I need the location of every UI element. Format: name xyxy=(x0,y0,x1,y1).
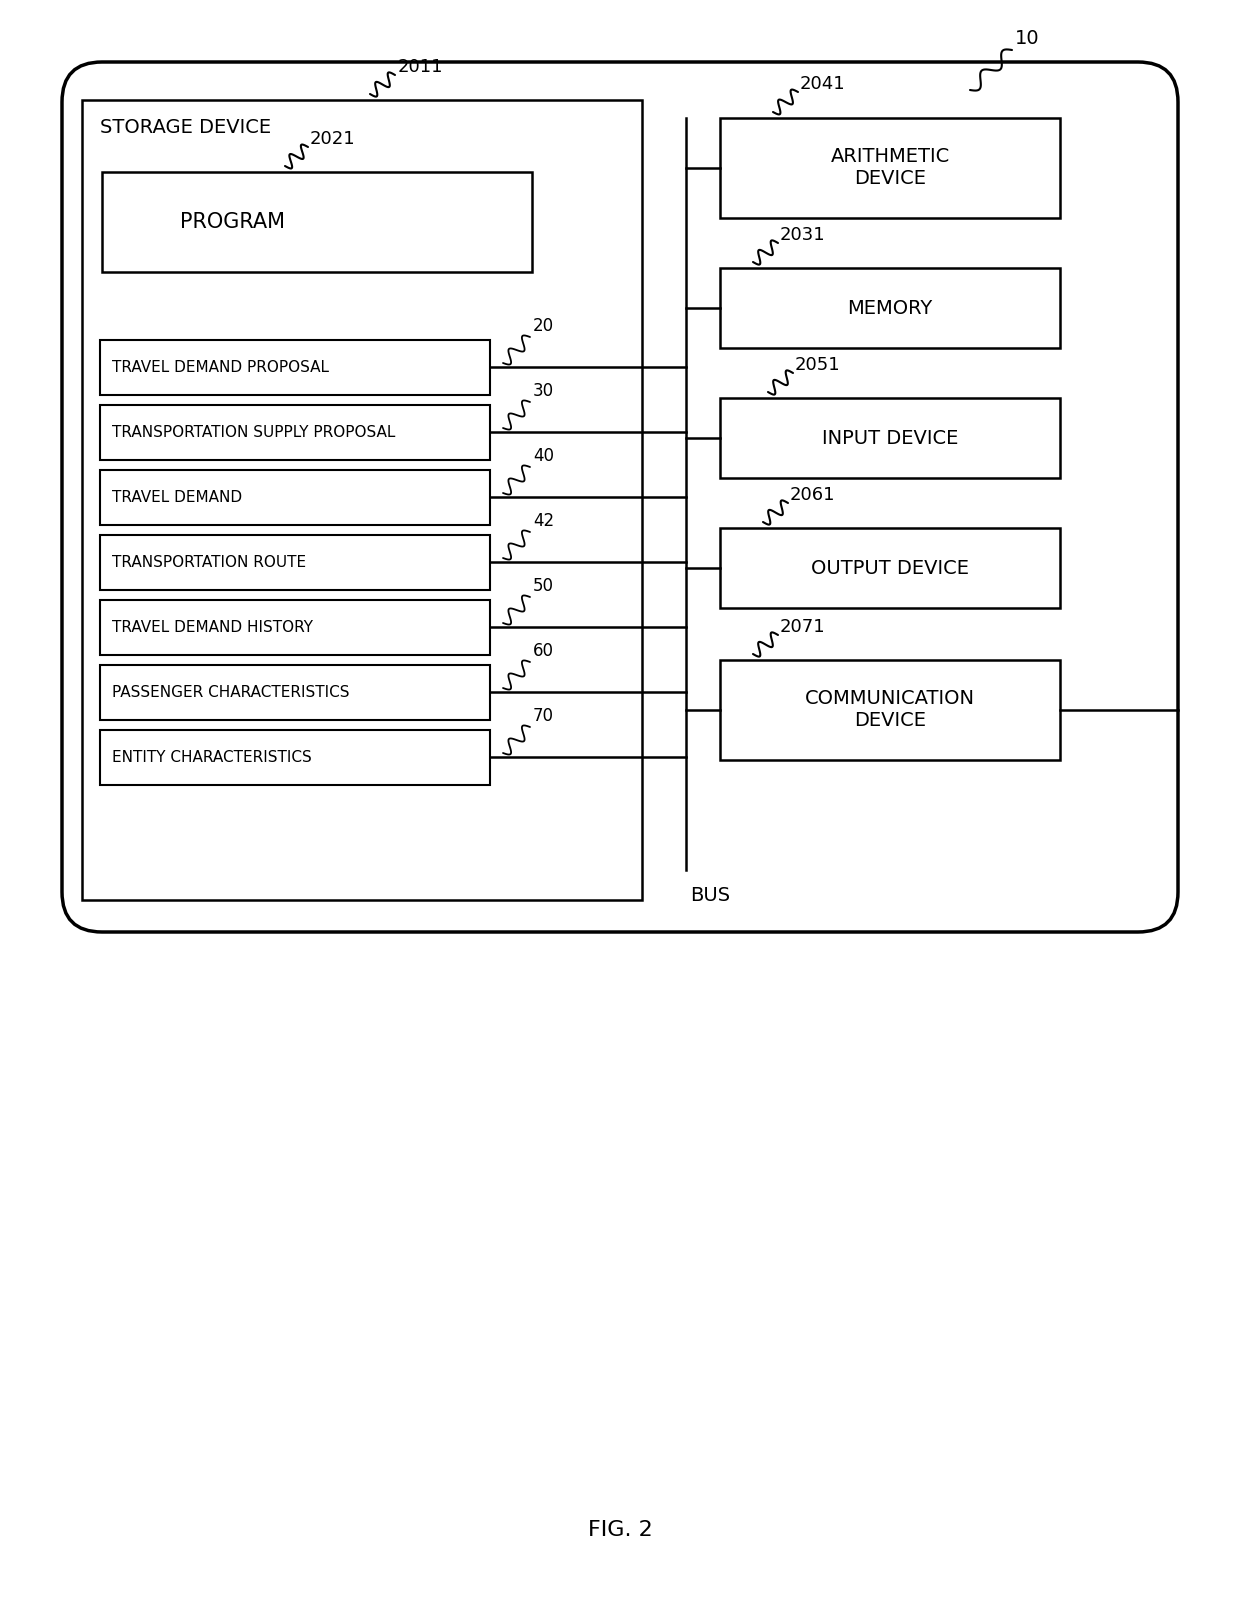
Bar xyxy=(100,665,490,720)
Text: 40: 40 xyxy=(533,447,554,465)
Text: MEMORY: MEMORY xyxy=(847,298,932,318)
Text: COMMUNICATION
DEVICE: COMMUNICATION DEVICE xyxy=(805,689,975,731)
Text: TRAVEL DEMAND HISTORY: TRAVEL DEMAND HISTORY xyxy=(112,619,312,635)
Text: 10: 10 xyxy=(1016,29,1039,49)
Text: TRANSPORTATION ROUTE: TRANSPORTATION ROUTE xyxy=(112,554,306,571)
Text: TRAVEL DEMAND: TRAVEL DEMAND xyxy=(112,490,242,506)
Bar xyxy=(82,101,642,900)
Text: 2061: 2061 xyxy=(790,486,836,504)
Bar xyxy=(100,405,490,460)
Text: 50: 50 xyxy=(533,577,554,595)
Text: TRAVEL DEMAND PROPOSAL: TRAVEL DEMAND PROPOSAL xyxy=(112,360,329,374)
Text: PASSENGER CHARACTERISTICS: PASSENGER CHARACTERISTICS xyxy=(112,686,350,700)
Text: TRANSPORTATION SUPPLY PROPOSAL: TRANSPORTATION SUPPLY PROPOSAL xyxy=(112,425,396,439)
Text: PROGRAM: PROGRAM xyxy=(180,212,285,232)
Bar xyxy=(100,340,490,396)
Bar xyxy=(720,399,1060,478)
Text: 2051: 2051 xyxy=(795,357,841,374)
Text: 2031: 2031 xyxy=(780,225,826,245)
Bar xyxy=(720,267,1060,349)
Text: FIG. 2: FIG. 2 xyxy=(588,1520,652,1540)
Bar xyxy=(720,660,1060,760)
Text: BUS: BUS xyxy=(689,887,730,905)
Bar xyxy=(102,172,532,272)
Bar xyxy=(100,535,490,590)
Bar xyxy=(720,528,1060,608)
Bar xyxy=(100,729,490,785)
Text: 2041: 2041 xyxy=(800,75,846,92)
Text: 60: 60 xyxy=(533,642,554,660)
Text: 20: 20 xyxy=(533,318,554,336)
Bar xyxy=(720,118,1060,217)
Text: 2011: 2011 xyxy=(398,58,444,76)
FancyBboxPatch shape xyxy=(62,62,1178,932)
Bar xyxy=(100,470,490,525)
Text: OUTPUT DEVICE: OUTPUT DEVICE xyxy=(811,559,968,577)
Text: STORAGE DEVICE: STORAGE DEVICE xyxy=(100,118,272,138)
Text: 30: 30 xyxy=(533,383,554,400)
Bar xyxy=(100,600,490,655)
Text: 42: 42 xyxy=(533,512,554,530)
Text: 70: 70 xyxy=(533,707,554,725)
Text: 2071: 2071 xyxy=(780,618,826,635)
Text: 2021: 2021 xyxy=(310,130,356,148)
Text: INPUT DEVICE: INPUT DEVICE xyxy=(822,428,959,447)
Text: ARITHMETIC
DEVICE: ARITHMETIC DEVICE xyxy=(831,148,950,188)
Text: ENTITY CHARACTERISTICS: ENTITY CHARACTERISTICS xyxy=(112,751,311,765)
